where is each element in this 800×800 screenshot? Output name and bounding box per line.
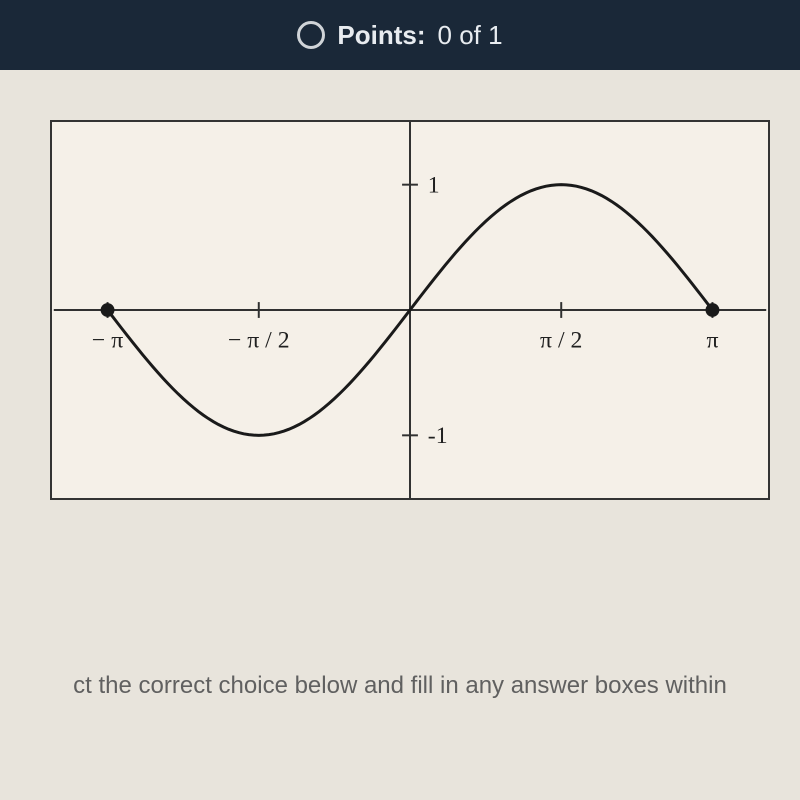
content-area: − π − π / 2 π / 2 π 1 -1 ct the correct choic…: [0, 70, 800, 800]
radio-icon[interactable]: [297, 21, 325, 49]
sine-chart: − π − π / 2 π / 2 π 1 -1: [50, 120, 770, 500]
instruction-text: ct the correct choice below and fill in …: [0, 672, 800, 700]
svg-text:− π: − π: [92, 328, 123, 354]
svg-text:-1: -1: [428, 423, 448, 449]
chart-svg: − π − π / 2 π / 2 π 1 -1: [52, 122, 768, 498]
svg-text:π / 2: π / 2: [540, 328, 582, 354]
points-label: Points:: [337, 20, 425, 51]
svg-text:π: π: [706, 328, 718, 354]
svg-text:1: 1: [428, 173, 440, 199]
points-value: 0 of 1: [438, 20, 503, 51]
header-bar: Points: 0 of 1: [0, 0, 800, 70]
svg-text:− π / 2: − π / 2: [228, 328, 290, 354]
